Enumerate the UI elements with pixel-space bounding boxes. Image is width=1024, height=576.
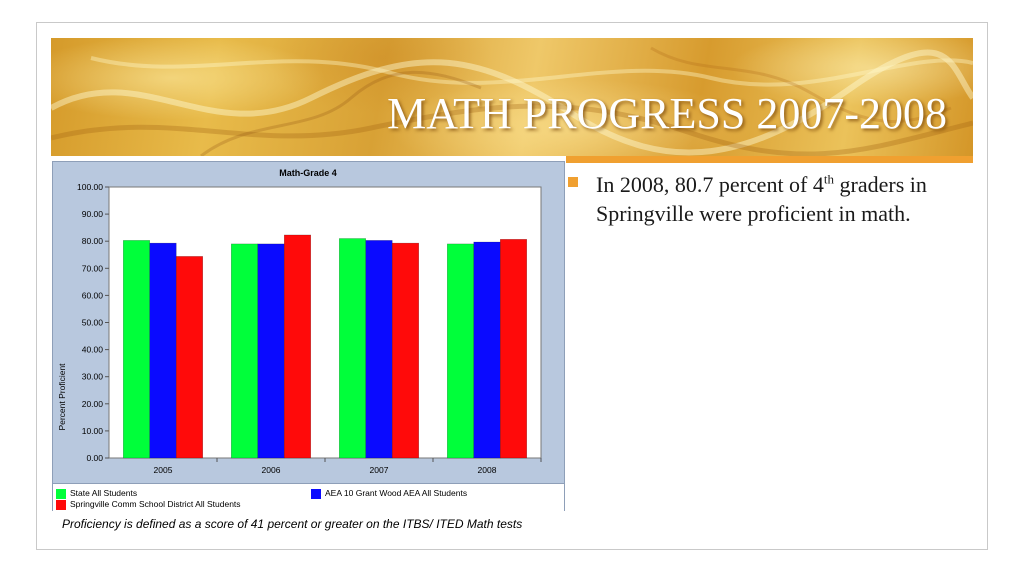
bar xyxy=(447,243,474,459)
y-axis-ticks: 0.00 10.00 20.00 30.00 40.00 50.00 60.00 70.00 8… xyxy=(77,182,109,463)
bullet-text-sup: th xyxy=(823,171,835,187)
accent-bar xyxy=(566,156,973,163)
bar xyxy=(392,242,419,459)
y-tick-label: 0.00 xyxy=(86,453,103,463)
legend-swatch-aea xyxy=(311,488,321,499)
bar-series xyxy=(123,234,527,459)
bar-chart: Math-Grade 4 Percent Proficient 0.00 10.0… xyxy=(57,168,542,475)
bar xyxy=(284,234,311,459)
bar xyxy=(149,242,177,459)
y-axis-label: Percent Proficient xyxy=(57,363,67,431)
x-axis-ticks: 2005 2006 2007 2008 xyxy=(154,458,542,475)
x-tick-label: 2008 xyxy=(478,465,497,475)
y-tick-label: 90.00 xyxy=(82,209,104,219)
chart-title: Math-Grade 4 xyxy=(279,168,337,178)
slide-title: MATH PROGRESS 2007-2008 xyxy=(387,89,947,138)
y-tick-label: 10.00 xyxy=(82,426,104,436)
bar xyxy=(500,239,527,459)
y-tick-label: 50.00 xyxy=(82,318,104,328)
legend-label-state: State All Students xyxy=(70,488,138,498)
legend-label-aea: AEA 10 Grant Wood AEA All Students xyxy=(325,488,468,498)
bar xyxy=(231,243,258,459)
x-tick-label: 2005 xyxy=(154,465,173,475)
y-tick-label: 70.00 xyxy=(82,263,104,273)
y-tick-label: 40.00 xyxy=(82,345,104,355)
legend-swatch-springville xyxy=(56,499,66,510)
legend-swatch-state xyxy=(56,488,66,499)
y-tick-label: 30.00 xyxy=(82,372,104,382)
x-tick-label: 2006 xyxy=(262,465,281,475)
bar xyxy=(257,243,285,459)
bar xyxy=(473,241,501,459)
bar xyxy=(365,240,393,459)
legend-label-springville: Springville Comm School District All Stu… xyxy=(70,499,241,509)
bullet-text-pre: In 2008, 80.7 percent of 4 xyxy=(596,172,824,197)
bar xyxy=(339,238,366,459)
footnote: Proficiency is defined as a score of 41 … xyxy=(62,517,523,531)
x-tick-label: 2007 xyxy=(370,465,389,475)
bullet-marker xyxy=(568,177,578,187)
chart-panel: Math-Grade 4 Percent Proficient 0.00 10.0… xyxy=(52,161,565,511)
y-tick-label: 80.00 xyxy=(82,236,104,246)
title-banner: MATH PROGRESS 2007-2008 xyxy=(51,38,973,156)
banner-texture xyxy=(51,46,973,156)
legend-item-springville: Springville Comm School District All Stu… xyxy=(56,499,241,510)
bullet-list: In 2008, 80.7 percent of 4th graders in … xyxy=(568,170,928,228)
chart-legend: State All Students AEA 10 Grant Wood AEA… xyxy=(53,483,564,511)
legend-item-state: State All Students xyxy=(56,488,137,499)
y-tick-label: 60.00 xyxy=(82,290,104,300)
bullet-text-post: graders in Springville were proficient i… xyxy=(596,172,927,226)
y-tick-label: 100.00 xyxy=(77,182,103,192)
legend-item-aea: AEA 10 Grant Wood AEA All Students xyxy=(311,488,467,499)
bar xyxy=(123,240,150,459)
bullet-text: In 2008, 80.7 percent of 4th graders in … xyxy=(596,170,928,228)
bar xyxy=(176,256,203,459)
y-tick-label: 20.00 xyxy=(82,399,104,409)
